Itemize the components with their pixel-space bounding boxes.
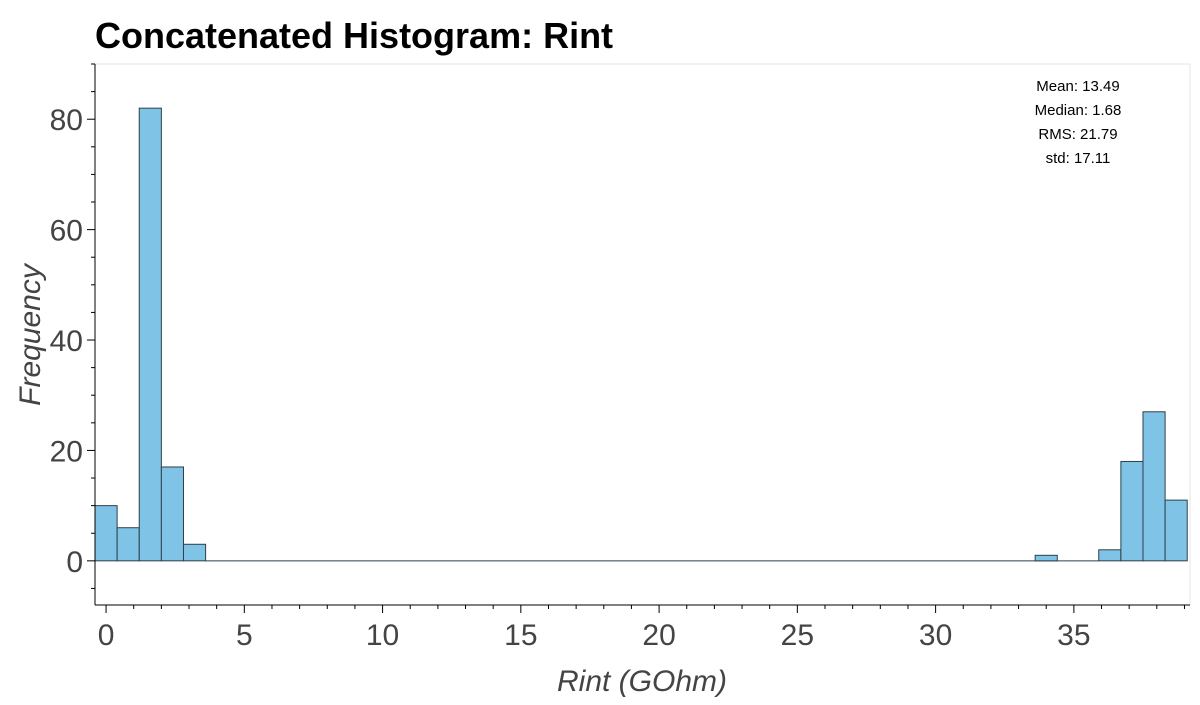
x-tick-label: 30 (919, 619, 952, 652)
x-tick-label: 15 (504, 619, 537, 652)
x-tick-label: 5 (236, 619, 253, 652)
y-tick-label: 0 (66, 546, 83, 579)
y-tick-label: 20 (50, 435, 83, 468)
histogram-bar (94, 505, 118, 562)
histogram-bar (1142, 411, 1166, 562)
histogram-bar (1164, 499, 1188, 562)
chart-title: Concatenated Histogram: Rint (95, 15, 613, 56)
y-axis-label: Frequency (14, 262, 47, 406)
y-tick-label: 60 (50, 215, 83, 248)
histogram-bar (182, 543, 207, 562)
x-tick-label: 20 (642, 619, 675, 652)
stats-line: RMS: 21.79 (1038, 126, 1117, 143)
axes-group: 0 20 40 60 80 0 5 10 15 20 25 30 35 (50, 63, 1190, 652)
x-tick-label: 0 (98, 619, 115, 652)
histogram-bar (160, 466, 184, 562)
y-tick-label: 40 (50, 325, 83, 358)
stats-box: Mean: 13.49 Median: 1.68 RMS: 21.79 std: 17… (1035, 78, 1122, 167)
x-tick-label: 35 (1057, 619, 1090, 652)
stats-line: std: 17.11 (1046, 150, 1111, 167)
histogram-bar (138, 107, 162, 562)
histogram-bar (1034, 554, 1058, 562)
histogram-bar (1120, 460, 1144, 562)
y-tick-label: 80 (50, 104, 83, 137)
stats-line: Median: 1.68 (1035, 102, 1122, 119)
histogram-bar (116, 527, 140, 562)
x-tick-label: 10 (366, 619, 399, 652)
stats-line: Mean: 13.49 (1036, 78, 1119, 95)
x-tick-label: 25 (781, 619, 814, 652)
x-axis-label: Rint (GOhm) (557, 665, 727, 698)
histogram-bar (1098, 549, 1122, 562)
bars-group (94, 107, 1188, 562)
plot-frame (94, 63, 1191, 606)
